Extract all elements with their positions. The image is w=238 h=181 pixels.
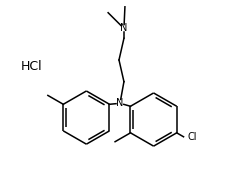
Text: HCl: HCl: [21, 60, 43, 73]
Text: N: N: [116, 98, 124, 108]
Text: N: N: [120, 24, 128, 33]
Text: Cl: Cl: [188, 132, 197, 142]
